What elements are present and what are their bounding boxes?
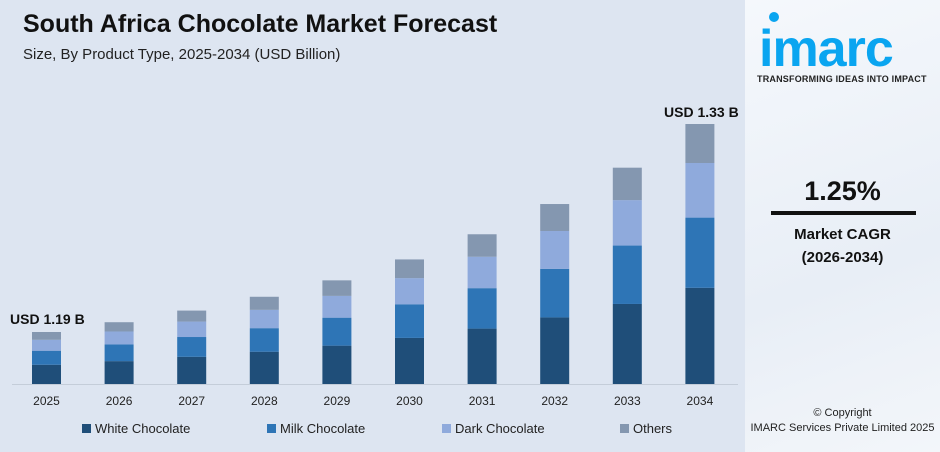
x-tick-label: 2028 — [251, 394, 278, 408]
legend-swatch — [620, 424, 629, 433]
bar-segment-2028-milk-chocolate — [249, 328, 279, 352]
bar-segment-2034-dark-chocolate — [685, 163, 715, 218]
bar-segment-2031-white-chocolate — [467, 328, 497, 384]
bar-segment-2027-dark-chocolate — [177, 321, 207, 338]
x-tick-label: 2034 — [687, 394, 714, 408]
cagr-value: 1.25% — [804, 176, 881, 206]
x-tick-label: 2033 — [614, 394, 641, 408]
cagr-label: Market CAGR — [794, 226, 891, 243]
bar-segment-2031-milk-chocolate — [467, 288, 497, 329]
chart-title: South Africa Chocolate Market Forecast — [23, 10, 498, 38]
bar-segment-2029-white-chocolate — [322, 345, 352, 384]
imarc-logo: imarc — [759, 12, 894, 72]
legend-label: Dark Chocolate — [455, 421, 545, 436]
x-tick-label: 2030 — [396, 394, 423, 408]
bar-segment-2032-white-chocolate — [540, 317, 570, 384]
bar-segment-2032-milk-chocolate — [540, 268, 570, 318]
x-tick-label: 2031 — [469, 394, 496, 408]
copyright: © Copyright — [813, 407, 872, 419]
bar-segment-2032-dark-chocolate — [540, 231, 570, 269]
bar-segment-2032-others — [540, 204, 570, 232]
legend-item-milk: Milk Chocolate — [267, 421, 365, 436]
stacked-bar-chart: 2025 2026 2027 2028 2029 2030 2031 2032 2033 2034… — [10, 104, 739, 408]
bar-segment-2031-dark-chocolate — [467, 256, 497, 289]
bar-segment-2025-dark-chocolate — [32, 339, 61, 351]
bar-segment-2034-white-chocolate — [685, 287, 715, 384]
bar-segment-2028-others — [249, 296, 279, 310]
bar-segment-2025-white-chocolate — [32, 364, 61, 384]
x-tick-label: 2025 — [33, 394, 60, 408]
bar-segment-2026-milk-chocolate — [104, 344, 134, 362]
bar-segment-2030-white-chocolate — [395, 337, 424, 384]
bar-segment-2030-dark-chocolate — [395, 278, 424, 305]
bar-segment-2034-milk-chocolate — [685, 217, 715, 288]
bar-segment-2028-dark-chocolate — [249, 309, 279, 329]
legend-label: Others — [633, 421, 673, 436]
legend-item-white: White Chocolate — [82, 421, 190, 436]
bar-segment-2026-dark-chocolate — [104, 331, 134, 345]
annotation-first: USD 1.19 B — [10, 311, 85, 327]
brand-tagline: TRANSFORMING IDEAS INTO IMPACT — [757, 74, 927, 84]
bar-segment-2033-dark-chocolate — [612, 200, 642, 246]
annotation-last: USD 1.33 B — [664, 104, 739, 120]
bar-segment-2025-others — [32, 332, 61, 340]
info-panel: imarc TRANSFORMING IDEAS INTO IMPACT 1.2… — [745, 0, 940, 452]
bar-segment-2033-others — [612, 167, 642, 201]
legend-label: Milk Chocolate — [280, 421, 366, 436]
legend-swatch — [267, 424, 276, 433]
bar-segment-2027-others — [177, 310, 207, 322]
bar-segment-2027-white-chocolate — [177, 356, 207, 384]
bar-segment-2026-others — [104, 322, 134, 332]
bar-segment-2033-white-chocolate — [612, 303, 642, 384]
bar-segment-2031-others — [467, 234, 497, 257]
legend-swatch — [442, 424, 451, 433]
divider — [771, 211, 916, 215]
x-tick-label: 2032 — [541, 394, 568, 408]
legend-item-others: Others — [620, 421, 672, 436]
company-name: IMARC Services Private Limited 2025 — [750, 422, 935, 434]
bar-segment-2030-others — [395, 259, 424, 279]
bar-segment-2029-milk-chocolate — [322, 317, 352, 346]
bar-segment-2028-white-chocolate — [249, 351, 279, 384]
bar-segment-2030-milk-chocolate — [395, 304, 424, 338]
bar-segment-2029-others — [322, 280, 352, 296]
x-tick-label: 2026 — [106, 394, 133, 408]
cagr-period: (2026-2034) — [801, 249, 884, 266]
legend-swatch — [82, 424, 91, 433]
chart-subtitle: Size, By Product Type, 2025-2034 (USD Bi… — [23, 46, 341, 63]
bar-segment-2033-milk-chocolate — [612, 245, 642, 304]
legend-item-dark: Dark Chocolate — [442, 421, 545, 436]
bar-segment-2025-milk-chocolate — [32, 350, 61, 365]
bar-segment-2029-dark-chocolate — [322, 295, 352, 318]
legend-label: White Chocolate — [95, 421, 191, 436]
x-tick-label: 2027 — [178, 394, 205, 408]
bar-segment-2026-white-chocolate — [104, 361, 134, 384]
bar-segment-2027-milk-chocolate — [177, 337, 207, 357]
x-tick-label: 2029 — [324, 394, 351, 408]
svg-text:imarc: imarc — [759, 20, 893, 72]
bar-segment-2034-others — [685, 124, 715, 163]
